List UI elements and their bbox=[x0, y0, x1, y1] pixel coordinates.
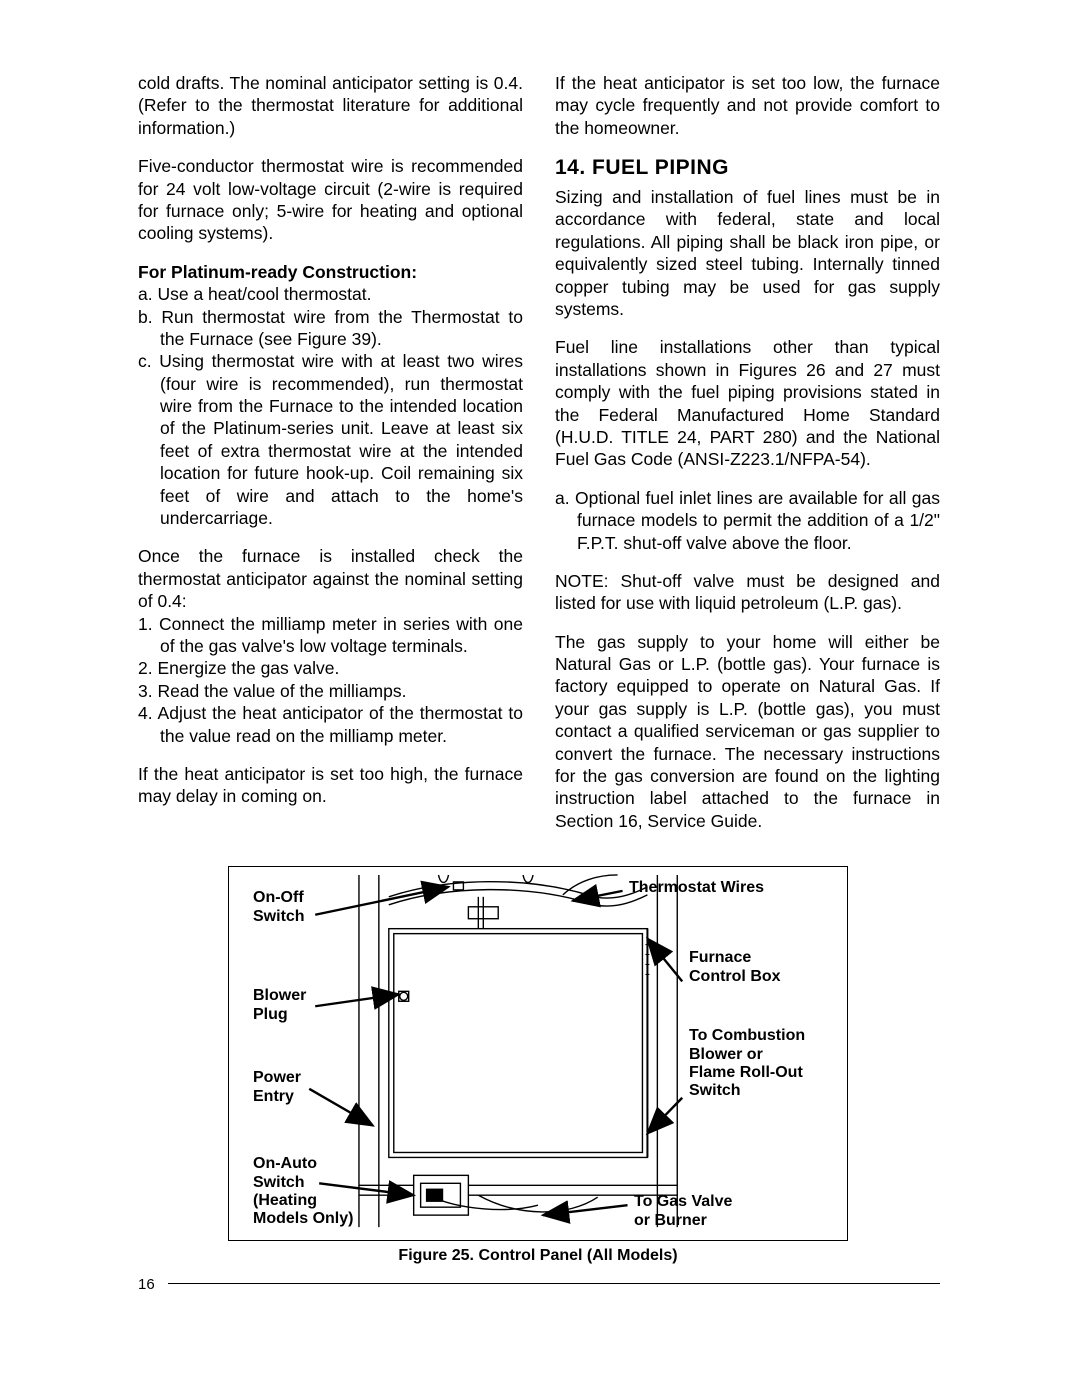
list-item: b. Run thermostat wire from the Thermost… bbox=[138, 306, 523, 351]
section-heading: 14. FUEL PIPING bbox=[555, 155, 940, 182]
label-power-entry: Power Entry bbox=[253, 1069, 301, 1106]
label-line: Control Box bbox=[689, 968, 781, 985]
paragraph: Five-conductor thermostat wire is recomm… bbox=[138, 155, 523, 245]
label-line: Switch bbox=[253, 908, 305, 925]
label-line: To Combustion bbox=[689, 1027, 805, 1044]
list-item: 2. Energize the gas valve. bbox=[138, 657, 523, 679]
label-line: Switch bbox=[253, 1174, 305, 1191]
label-line: Furnace bbox=[689, 949, 751, 966]
subheading: For Platinum-ready Construction: bbox=[138, 261, 523, 283]
label-line: or Burner bbox=[634, 1212, 707, 1229]
paragraph: Once the furnace is installed check the … bbox=[138, 545, 523, 612]
label-to-gas-valve: To Gas Valve or Burner bbox=[634, 1193, 732, 1230]
left-column: cold drafts. The nominal anticipator set… bbox=[138, 72, 523, 848]
paragraph: If the heat anticipator is set too low, … bbox=[555, 72, 940, 139]
footer-rule bbox=[168, 1283, 940, 1284]
page-content: cold drafts. The nominal anticipator set… bbox=[138, 72, 940, 1265]
label-to-combustion: To Combustion Blower or Flame Roll-Out S… bbox=[689, 1027, 805, 1101]
paragraph: The gas supply to your home will either … bbox=[555, 631, 940, 833]
label-on-off-switch: On-Off Switch bbox=[253, 889, 305, 926]
paragraph: If the heat anticipator is set too high,… bbox=[138, 763, 523, 808]
label-line: On-Auto bbox=[253, 1155, 317, 1172]
list-item: a. Use a heat/cool thermostat. bbox=[138, 283, 523, 305]
list-item: a. Optional fuel inlet lines are availab… bbox=[555, 487, 940, 554]
label-line: Models Only) bbox=[253, 1210, 353, 1227]
list-item: 4. Adjust the heat anticipator of the th… bbox=[138, 702, 523, 747]
list-item: 3. Read the value of the milliamps. bbox=[138, 680, 523, 702]
paragraph: cold drafts. The nominal anticipator set… bbox=[138, 72, 523, 139]
label-furnace-control-box: Furnace Control Box bbox=[689, 949, 781, 986]
label-line: Flame Roll-Out bbox=[689, 1064, 803, 1081]
label-thermostat-wires: Thermostat Wires bbox=[629, 879, 764, 897]
label-line: Plug bbox=[253, 1006, 288, 1023]
paragraph: Sizing and installation of fuel lines mu… bbox=[555, 186, 940, 320]
two-column-layout: cold drafts. The nominal anticipator set… bbox=[138, 72, 940, 848]
list-item: 1. Connect the milliamp meter in series … bbox=[138, 613, 523, 658]
label-on-auto-switch: On-Auto Switch (Heating Models Only) bbox=[253, 1155, 353, 1229]
list-item: c. Using thermostat wire with at least t… bbox=[138, 350, 523, 529]
paragraph: NOTE: Shut-off valve must be designed an… bbox=[555, 570, 940, 615]
label-line: Entry bbox=[253, 1088, 294, 1105]
label-line: Switch bbox=[689, 1082, 741, 1099]
right-column: If the heat anticipator is set too low, … bbox=[555, 72, 940, 848]
paragraph: Fuel line installations other than typic… bbox=[555, 336, 940, 470]
figure-caption: Figure 25. Control Panel (All Models) bbox=[228, 1247, 848, 1265]
label-line: Blower bbox=[253, 987, 306, 1004]
label-blower-plug: Blower Plug bbox=[253, 987, 306, 1024]
page-number: 16 bbox=[138, 1276, 155, 1293]
figure-25: Thermostat Wires On-Off Switch Blower Pl… bbox=[228, 866, 848, 1265]
label-line: To Gas Valve bbox=[634, 1193, 732, 1210]
label-line: Blower or bbox=[689, 1046, 763, 1063]
label-line: Power bbox=[253, 1069, 301, 1086]
numbered-list: 1. Connect the milliamp meter in series … bbox=[138, 613, 523, 747]
label-line: On-Off bbox=[253, 889, 304, 906]
lettered-list: a. Use a heat/cool thermostat. b. Run th… bbox=[138, 283, 523, 529]
lettered-list: a. Optional fuel inlet lines are availab… bbox=[555, 487, 940, 554]
control-panel-diagram: Thermostat Wires On-Off Switch Blower Pl… bbox=[228, 866, 848, 1241]
label-line: (Heating bbox=[253, 1192, 317, 1209]
